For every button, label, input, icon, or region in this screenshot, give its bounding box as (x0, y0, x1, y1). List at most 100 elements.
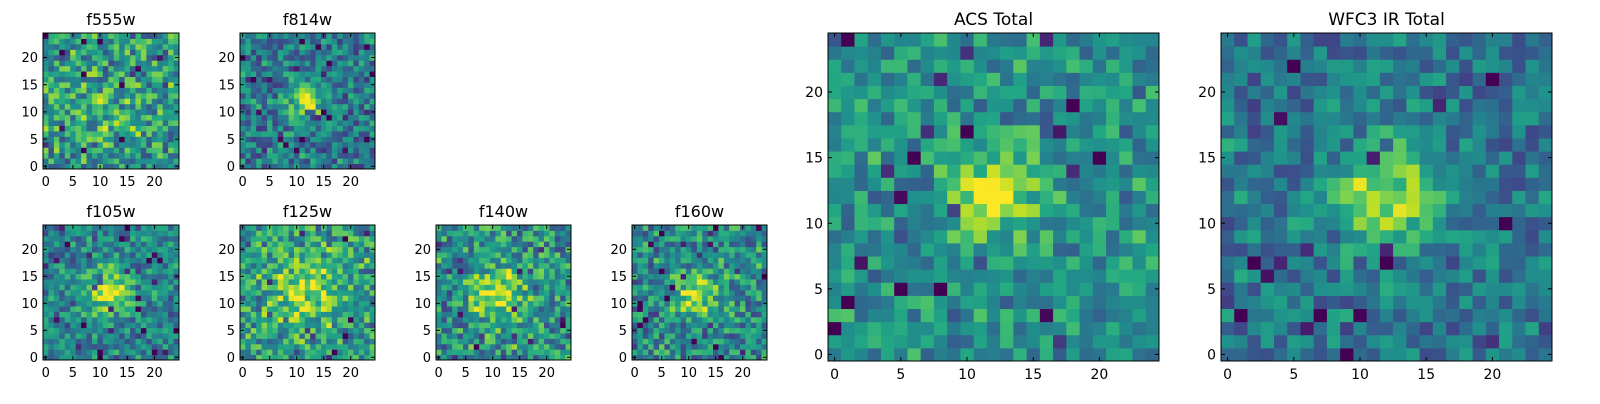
heatmap-cell (544, 290, 550, 296)
heatmap-cell (560, 252, 566, 258)
heatmap-cell (326, 55, 332, 61)
heatmap-cell (512, 295, 518, 301)
heatmap-cell (533, 311, 539, 317)
heatmap-cell (987, 204, 1001, 218)
heatmap-cell (240, 77, 246, 83)
heatmap-cell (539, 306, 545, 312)
heatmap-cell (1380, 295, 1394, 309)
heatmap-cell (278, 247, 284, 253)
heatmap-cell (278, 120, 284, 126)
heatmap-cell (245, 55, 251, 61)
heatmap-cell (868, 204, 882, 218)
heatmap-cell (1106, 138, 1120, 152)
heatmap-cell (43, 252, 49, 258)
heatmap-cell (289, 77, 295, 83)
heatmap-cell (240, 322, 246, 328)
heatmap-cell (92, 125, 98, 131)
heatmap-cell (934, 138, 948, 152)
heatmap-cell (353, 344, 359, 350)
heatmap-cell (1093, 269, 1107, 283)
heatmap-cell (256, 236, 262, 242)
heatmap-cell (1133, 99, 1147, 113)
heatmap-cell (686, 301, 692, 307)
heatmap-cell (1420, 243, 1434, 257)
heatmap-cell (343, 295, 349, 301)
heatmap-cell (533, 257, 539, 263)
heatmap-cell (305, 49, 311, 55)
heatmap-cell (326, 338, 332, 344)
heatmap-cell (114, 306, 120, 312)
heatmap-cell (1066, 335, 1080, 349)
heatmap-cell (294, 344, 300, 350)
heatmap-cell (316, 263, 322, 269)
heatmap-cell (43, 71, 49, 77)
heatmap-cell (294, 328, 300, 334)
heatmap-cell (76, 274, 82, 280)
heatmap-cell (468, 263, 474, 269)
heatmap-cell (294, 131, 300, 137)
heatmap-cell (1486, 282, 1500, 296)
heatmap-cell (152, 241, 158, 247)
heatmap-cell (490, 284, 496, 290)
heatmap-cell (152, 109, 158, 115)
heatmap-cell (907, 85, 921, 99)
heatmap-cell (54, 306, 60, 312)
heatmap-cell (353, 263, 359, 269)
heatmap-cell (130, 33, 136, 39)
heatmap-cell (310, 311, 316, 317)
heatmap-cell (278, 230, 284, 236)
heatmap-cell (135, 87, 141, 93)
heatmap-cell (48, 49, 54, 55)
heatmap-cell (522, 241, 528, 247)
heatmap-cell (828, 256, 842, 270)
heatmap-cell (283, 328, 289, 334)
heatmap-cell (168, 290, 174, 296)
heatmap-cell (458, 225, 464, 231)
heatmap-cell (343, 338, 349, 344)
heatmap-cell (828, 59, 842, 73)
x-tick-label: 10 (92, 366, 109, 381)
heatmap-cell (718, 349, 724, 355)
heatmap-cell (1133, 164, 1147, 178)
heatmap-cell (458, 274, 464, 280)
heatmap-cell (1040, 282, 1054, 296)
heatmap-cell (289, 306, 295, 312)
heatmap-cell (348, 284, 354, 290)
heatmap-cell (947, 230, 961, 244)
heatmap-cell (97, 328, 103, 334)
heatmap-cell (441, 306, 447, 312)
heatmap-cell (1512, 243, 1526, 257)
heatmap-cell (125, 230, 131, 236)
heatmap-cell (364, 71, 370, 77)
heatmap-cell (881, 164, 895, 178)
heatmap-cell (337, 322, 343, 328)
heatmap-cell (353, 301, 359, 307)
heatmap-cell (659, 252, 665, 258)
heatmap-cell (272, 247, 278, 253)
heatmap-cell (718, 257, 724, 263)
heatmap-cell (947, 256, 961, 270)
heatmap-cell (729, 268, 735, 274)
heatmap-cell (48, 290, 54, 296)
heatmap-cell (648, 284, 654, 290)
x-tick-label: 0 (239, 366, 247, 381)
heatmap-cell (152, 338, 158, 344)
heatmap-cell (163, 301, 169, 307)
heatmap-cell (506, 295, 512, 301)
heatmap-cell (146, 295, 152, 301)
heatmap-cell (97, 153, 103, 159)
heatmap-cell (119, 33, 125, 39)
heatmap-cell (65, 158, 71, 164)
heatmap-cell (337, 257, 343, 263)
heatmap-cell (168, 263, 174, 269)
heatmap-cell (283, 33, 289, 39)
heatmap-cell (359, 230, 365, 236)
heatmap-cell (310, 104, 316, 110)
heatmap-cell (48, 284, 54, 290)
heatmap-cell (479, 338, 485, 344)
heatmap-cell (1393, 164, 1407, 178)
heatmap-cell (549, 247, 555, 253)
heatmap-cell (907, 230, 921, 244)
heatmap-cell (1000, 204, 1014, 218)
